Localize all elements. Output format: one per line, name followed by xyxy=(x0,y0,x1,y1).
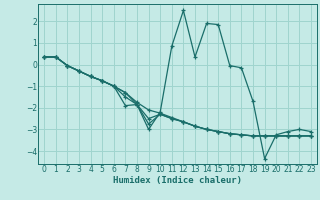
X-axis label: Humidex (Indice chaleur): Humidex (Indice chaleur) xyxy=(113,176,242,185)
